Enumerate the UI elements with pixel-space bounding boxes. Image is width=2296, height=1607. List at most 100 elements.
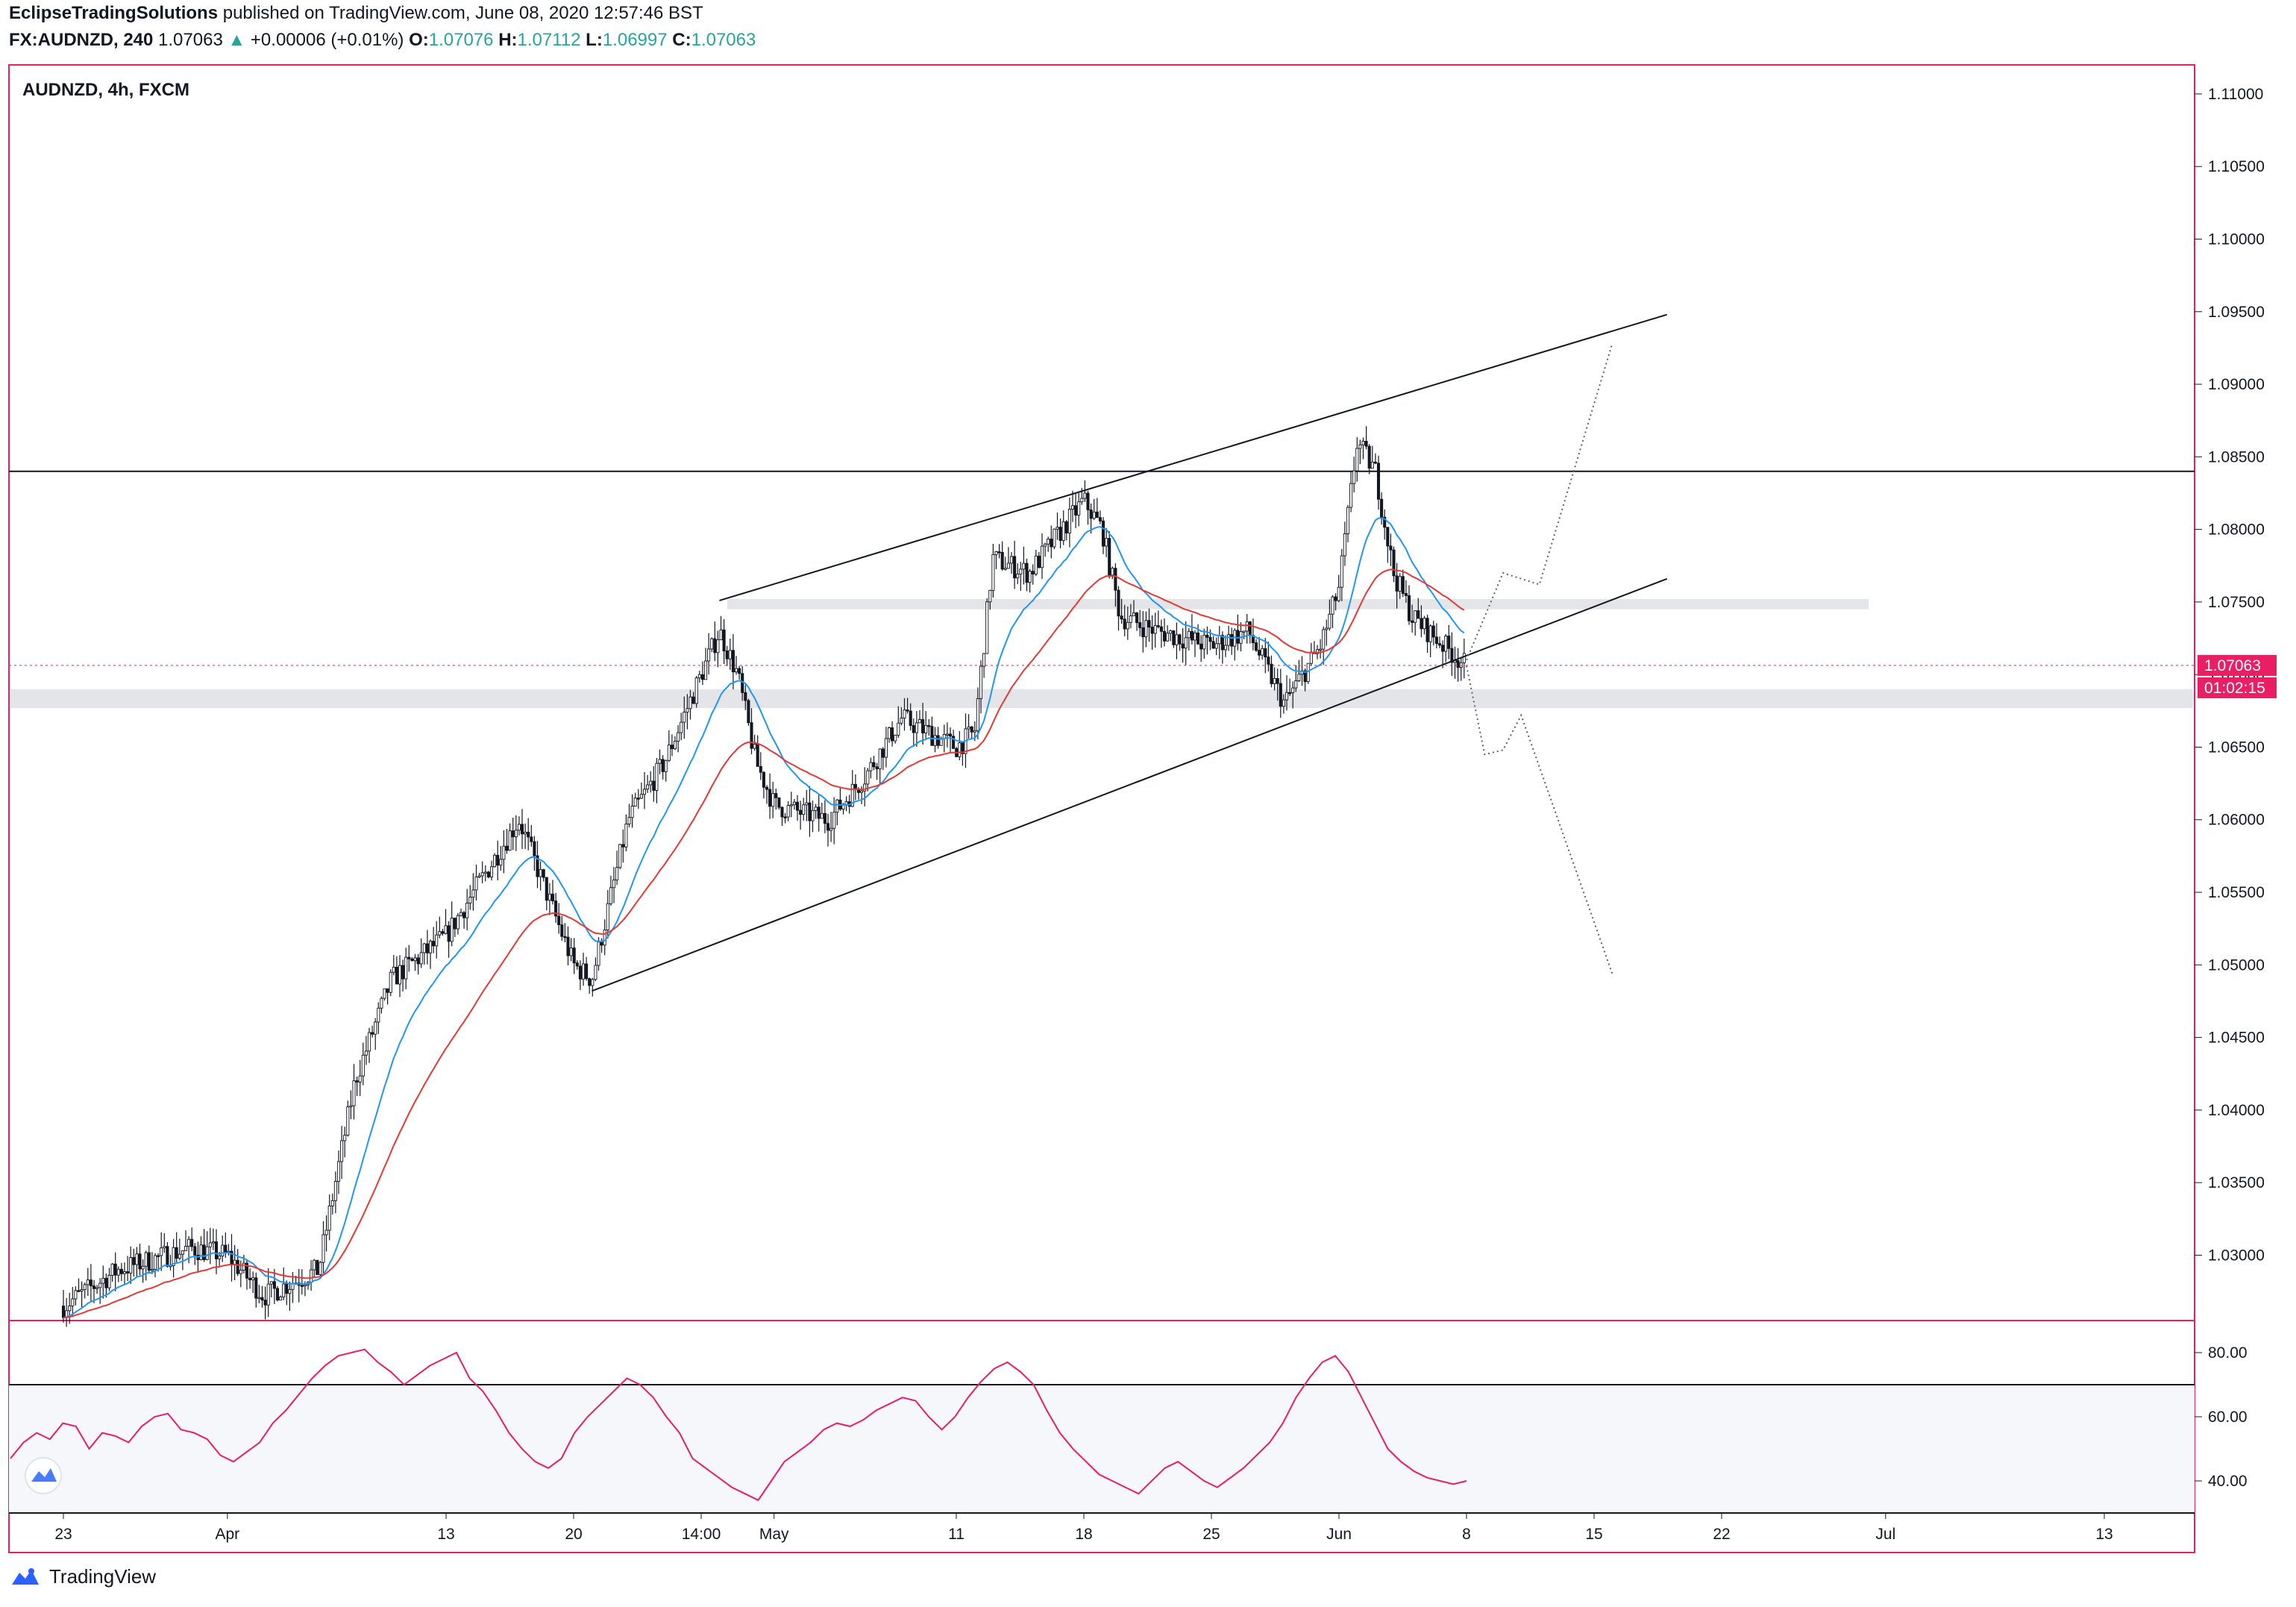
candle-body-289 [945,733,949,736]
candle-body-91 [340,1140,344,1162]
candle-body-152 [527,832,530,838]
candle-body-151 [524,832,527,835]
candle-body-307 [1000,552,1004,570]
countdown-box [2198,677,2277,698]
ema-fast-line [63,517,1465,1319]
candle-body-112 [404,956,408,980]
candle-body-436 [1395,575,1399,592]
candle-body-122 [435,934,439,947]
candle-body-148 [514,830,518,838]
candle-body-351 [1135,612,1139,623]
candle-body-111 [401,965,405,980]
candle-body-278 [912,725,915,733]
candle-body-11 [95,1287,99,1289]
candle-body-24 [135,1253,139,1265]
candle-body-302 [985,601,989,654]
candle-body-233 [774,793,778,798]
candle-body-238 [789,804,793,806]
candle-body-280 [918,719,922,724]
price-tick-label-12: 1.05000 [2208,956,2265,974]
candle-body-352 [1138,622,1142,628]
candle-body-453 [1447,636,1451,649]
candle-body-323 [1050,539,1053,548]
candle-body-159 [548,893,551,901]
candle-body-50 [214,1241,219,1259]
tv-badge-icon[interactable] [25,1457,62,1494]
candle-body-71 [279,1296,283,1301]
candle-body-314 [1022,563,1026,570]
candle-body-297 [970,726,973,733]
projection-arrows[interactable] [1466,343,1613,974]
candle-body-362 [1169,630,1173,634]
candle-body-12 [98,1282,102,1288]
candle-body-203 [683,712,686,723]
price-tick-label-5: 1.08500 [2208,448,2265,466]
candle-body-329 [1067,509,1071,533]
candle-body-82 [313,1259,316,1271]
candle-body-96 [355,1080,359,1083]
candle-body-337 [1092,511,1096,519]
price-tick-label-11: 1.05500 [2208,884,2265,901]
candle-body-386 [1242,630,1246,633]
candle-body-392 [1261,648,1264,656]
candle-body-227 [756,743,759,767]
candle-body-427 [1367,445,1371,469]
candle-body-223 [744,692,747,701]
candle-body-42 [190,1238,194,1247]
candle-body-92 [343,1135,347,1141]
candle-body-165 [566,936,570,956]
candle-body-185 [627,817,631,824]
candle-body-73 [285,1283,289,1294]
candle-body-359 [1159,626,1163,632]
price-tick-label-1: 1.10500 [2208,158,2265,175]
candle-body-187 [633,798,637,807]
time-tick-label-0: 23 [54,1526,72,1543]
candle-body-49 [211,1241,215,1244]
candle-body-214 [716,639,720,654]
channel-lines[interactable] [592,313,1668,992]
candle-body-318 [1034,555,1038,574]
candle-body-305 [994,551,998,555]
candle-body-319 [1037,555,1041,568]
candle-body-341 [1105,538,1108,547]
footer-brand[interactable]: TradingView [9,1565,156,1588]
candle-series [61,426,1466,1327]
candle-body-118 [422,943,426,953]
time-tick-label-10: 8 [1462,1526,1471,1543]
candle-body-142 [496,854,500,866]
candle-body-356 [1150,627,1154,634]
candle-body-336 [1089,509,1093,519]
candle-body-338 [1095,511,1099,519]
candle-body-13 [101,1277,105,1284]
candle-body-390 [1254,642,1258,651]
candle-body-448 [1431,625,1435,638]
candle-body-127 [450,918,454,942]
price-tick-label-0: 1.11000 [2208,86,2263,103]
candle-body-333 [1080,498,1084,503]
time-axis[interactable]: 23 Apr 13 20 14:00 May 11 18 25 Jun 8 15 22 Jul 13 [54,1513,2113,1543]
candle-body-304 [991,554,995,591]
candle-body-456 [1456,660,1460,668]
candle-body-262 [863,783,867,792]
candle-body-381 [1227,634,1231,646]
candle-body-259 [853,783,857,790]
candle-body-395 [1270,663,1273,684]
candle-body-101 [371,1032,374,1035]
candle-body-147 [511,830,515,838]
candle-body-344 [1114,568,1117,591]
time-tick-label-3: 20 [565,1526,582,1543]
candle-body-182 [618,844,622,868]
candle-body-317 [1031,571,1035,574]
author-name[interactable]: EclipseTradingSolutions [9,3,219,23]
candle-body-379 [1220,635,1224,651]
candle-body-175 [597,941,600,966]
rsi-line [10,1348,1467,1502]
candle-body-220 [734,668,738,673]
candle-body-139 [486,871,490,877]
candle-body-306 [997,551,1001,554]
candle-body-104 [380,997,383,1009]
support-zones [10,599,2193,708]
candle-body-410 [1315,649,1320,654]
candle-body-442 [1414,610,1417,623]
